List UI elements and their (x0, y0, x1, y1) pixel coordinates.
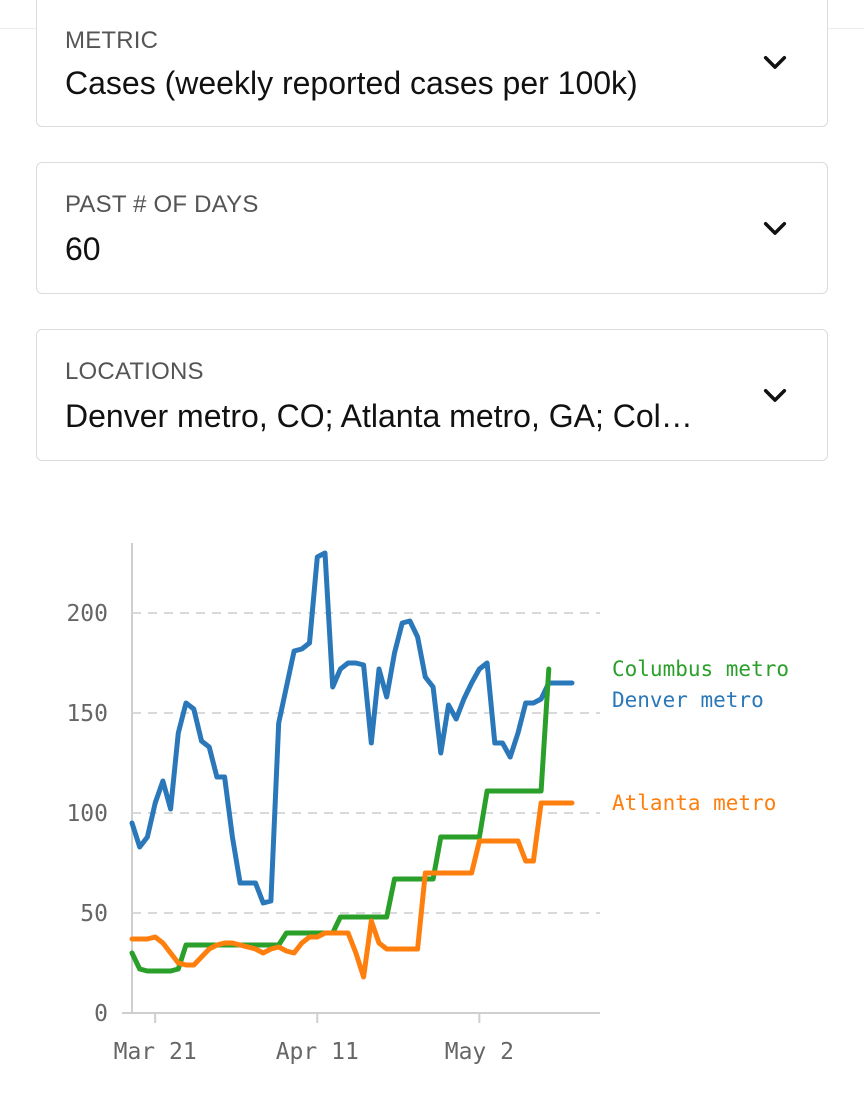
locations-label: LOCATIONS (65, 358, 204, 385)
y-tick-label: 50 (80, 901, 108, 927)
chevron-down-icon[interactable] (761, 382, 789, 410)
x-tick-label: Mar 21 (114, 1039, 197, 1065)
chevron-down-icon[interactable] (761, 215, 789, 243)
line-chart: 0 50 100 150 200 Mar 21 Apr 11 May 2 Columbus me… (66, 543, 789, 1065)
y-tick-label: 150 (66, 701, 108, 727)
series-label-atlanta-metro: Atlanta metro (612, 791, 776, 815)
locations-select[interactable]: LOCATIONS Denver metro, CO; Atlanta metr… (36, 329, 828, 461)
chevron-down-icon[interactable] (761, 49, 789, 77)
y-tick-label: 0 (94, 1001, 108, 1027)
y-tick-label: 200 (66, 601, 108, 627)
x-tick-label: Apr 11 (276, 1039, 359, 1065)
series-label-columbus-metro: Columbus metro (612, 657, 789, 681)
metric-value: Cases (weekly reported cases per 100k) (65, 65, 638, 101)
metric-select[interactable]: METRIC Cases (weekly reported cases per … (36, 0, 828, 127)
metric-label: METRIC (65, 27, 159, 54)
y-tick-label: 100 (66, 801, 108, 827)
series-label-denver-metro: Denver metro (612, 688, 764, 712)
x-tick-label: May 2 (445, 1039, 514, 1065)
days-value: 60 (65, 231, 101, 267)
days-select[interactable]: PAST # OF DAYS 60 (36, 162, 828, 294)
locations-value: Denver metro, CO; Atlanta metro, GA; Col… (65, 398, 693, 434)
days-label: PAST # OF DAYS (65, 191, 259, 218)
series-line-columbus-metro (129, 666, 552, 974)
series-line-atlanta-metro (129, 800, 575, 980)
series-line-denver-metro (129, 550, 575, 906)
